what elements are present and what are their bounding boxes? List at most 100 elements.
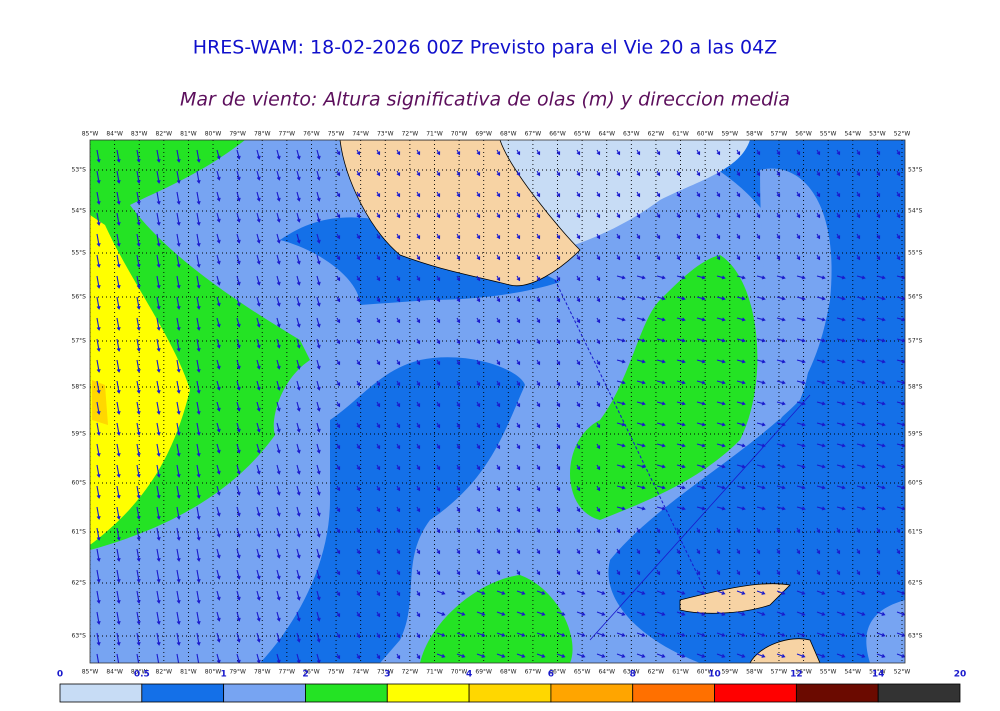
arrow [736, 401, 746, 406]
arrow [576, 212, 581, 219]
lat-label: 59°S [908, 431, 923, 438]
lon-label: 69°W [475, 131, 492, 138]
arrow [256, 275, 261, 286]
arrow [856, 632, 866, 637]
arrow [716, 359, 726, 364]
arrow [136, 632, 141, 646]
arrow [476, 212, 481, 219]
arrow [276, 359, 281, 370]
arrow [756, 422, 766, 427]
arrow [616, 527, 621, 534]
arrow [116, 422, 121, 436]
arrow [216, 611, 221, 622]
arrow [736, 632, 746, 637]
arrow [516, 422, 521, 429]
arrow [316, 317, 321, 328]
arrow [436, 653, 446, 658]
arrow [256, 527, 261, 538]
arrow [356, 233, 361, 240]
arrow [876, 296, 886, 301]
arrow [196, 485, 201, 499]
arrow [716, 191, 721, 198]
arrow [216, 149, 221, 160]
arrow [536, 254, 541, 261]
arrow [776, 317, 786, 322]
arrow [436, 380, 441, 387]
arrow [416, 506, 421, 513]
lon-label: 54°W [844, 131, 861, 138]
arrow [496, 149, 501, 156]
arrow [156, 338, 161, 352]
arrow [96, 569, 101, 583]
arrow [416, 170, 421, 177]
arrow [796, 254, 801, 261]
arrow [816, 170, 821, 177]
lon-label: 55°W [820, 669, 837, 676]
arrow [756, 338, 766, 343]
arrow [476, 233, 481, 240]
arrow [756, 632, 766, 637]
arrow [436, 506, 441, 513]
arrow [616, 653, 626, 658]
arrow [536, 506, 541, 513]
lon-label: 65°W [574, 131, 591, 138]
arrow [836, 380, 846, 385]
arrow [356, 443, 361, 450]
arrow [496, 296, 501, 303]
arrow [456, 548, 461, 555]
lon-label: 52°W [894, 669, 911, 676]
arrow [736, 170, 741, 177]
arrow [856, 653, 866, 658]
lon-label: 64°W [598, 669, 615, 676]
arrow [176, 380, 181, 394]
arrow [816, 653, 826, 658]
arrow [876, 317, 886, 322]
arrow [116, 590, 121, 604]
arrow [896, 149, 901, 156]
arrow [96, 170, 101, 184]
arrow [676, 548, 681, 555]
arrow [776, 401, 786, 406]
arrow [736, 275, 746, 280]
arrow [836, 422, 846, 427]
lon-label: 79°W [229, 131, 246, 138]
arrow [356, 359, 361, 366]
arrow [216, 632, 221, 643]
arrow [716, 443, 726, 448]
arrow [396, 233, 401, 240]
arrow [596, 611, 606, 616]
arrow [496, 233, 501, 240]
arrow [516, 548, 521, 555]
arrow [336, 317, 341, 324]
arrow [716, 506, 726, 511]
colorbar-label: 0 [57, 670, 63, 680]
wave-zone [760, 168, 832, 420]
arrow [816, 590, 826, 595]
arrow [476, 653, 486, 658]
arrow [456, 569, 461, 576]
arrow [836, 338, 846, 343]
arrow [576, 359, 581, 366]
arrow [856, 443, 866, 448]
colorbar-label: 2 [302, 670, 308, 680]
arrow [696, 380, 706, 385]
arrow [376, 191, 381, 198]
arrow [876, 464, 886, 469]
arrow [456, 611, 466, 616]
arrow [756, 296, 766, 301]
arrow [876, 548, 881, 555]
arrow [516, 569, 521, 576]
arrow [356, 212, 361, 219]
arrow [816, 632, 826, 637]
lon-label: 67°W [525, 669, 542, 676]
arrow [836, 485, 846, 490]
arrow [376, 401, 381, 408]
arrow [796, 275, 806, 280]
arrow [696, 653, 706, 658]
arrow [356, 317, 361, 324]
arrow [96, 632, 101, 646]
lon-label: 68°W [500, 669, 517, 676]
arrow [136, 317, 141, 331]
lon-label: 76°W [303, 131, 320, 138]
arrow [596, 506, 601, 513]
